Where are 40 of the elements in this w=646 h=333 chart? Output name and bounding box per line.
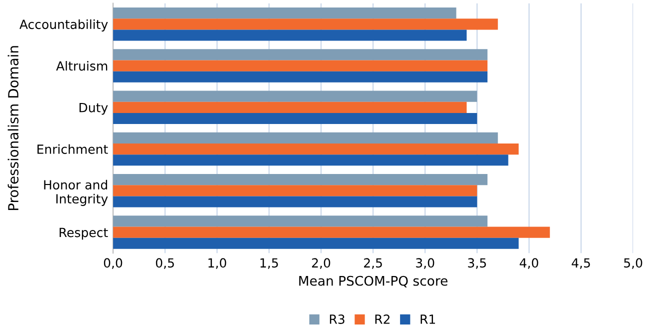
y-axis-title: Professionalism Domain bbox=[8, 46, 19, 210]
bar bbox=[113, 132, 498, 144]
bar bbox=[113, 143, 519, 155]
x-tick-label: 0,0 bbox=[104, 258, 122, 269]
bar bbox=[113, 196, 478, 208]
x-tick-label: 2,0 bbox=[312, 258, 330, 269]
y-tick-label: Respect bbox=[60, 228, 108, 240]
legend-label: R3 bbox=[330, 314, 344, 324]
x-tick-label: 2,5 bbox=[364, 258, 382, 269]
x-tick-label: 3,0 bbox=[416, 258, 434, 269]
bar bbox=[113, 238, 519, 249]
x-tick-label: 1,0 bbox=[208, 258, 226, 269]
bar bbox=[113, 7, 456, 19]
x-tick-label: 0,5 bbox=[156, 258, 174, 269]
y-tick-label: Enrichment bbox=[38, 144, 108, 154]
y-tick-label: Honor and Integrity bbox=[44, 180, 108, 206]
bar bbox=[113, 154, 508, 166]
bar bbox=[113, 30, 467, 41]
bar bbox=[113, 185, 478, 196]
bar bbox=[113, 112, 478, 124]
x-tick-label: 4,0 bbox=[520, 258, 538, 269]
y-tick-label: Accountability bbox=[20, 19, 108, 32]
bar bbox=[113, 174, 488, 186]
y-tick-label: Duty bbox=[80, 103, 108, 115]
x-axis-title: Mean PSCOM-PQ score bbox=[299, 276, 448, 288]
bar bbox=[113, 18, 498, 30]
bar bbox=[113, 102, 467, 113]
x-tick-label: 1,5 bbox=[260, 258, 278, 269]
x-tick-label: 3,5 bbox=[468, 258, 486, 269]
y-tick-label: Altruism bbox=[56, 61, 108, 71]
bar bbox=[113, 90, 478, 102]
legend-label: R2 bbox=[375, 314, 390, 324]
x-tick-label: 5,0 bbox=[624, 258, 642, 269]
bar bbox=[113, 49, 488, 60]
bar bbox=[113, 71, 488, 82]
bar bbox=[113, 226, 550, 238]
x-tick-label: 4,5 bbox=[572, 258, 590, 269]
bar bbox=[113, 60, 488, 72]
bar bbox=[113, 216, 488, 227]
legend-label: R1 bbox=[420, 314, 435, 324]
